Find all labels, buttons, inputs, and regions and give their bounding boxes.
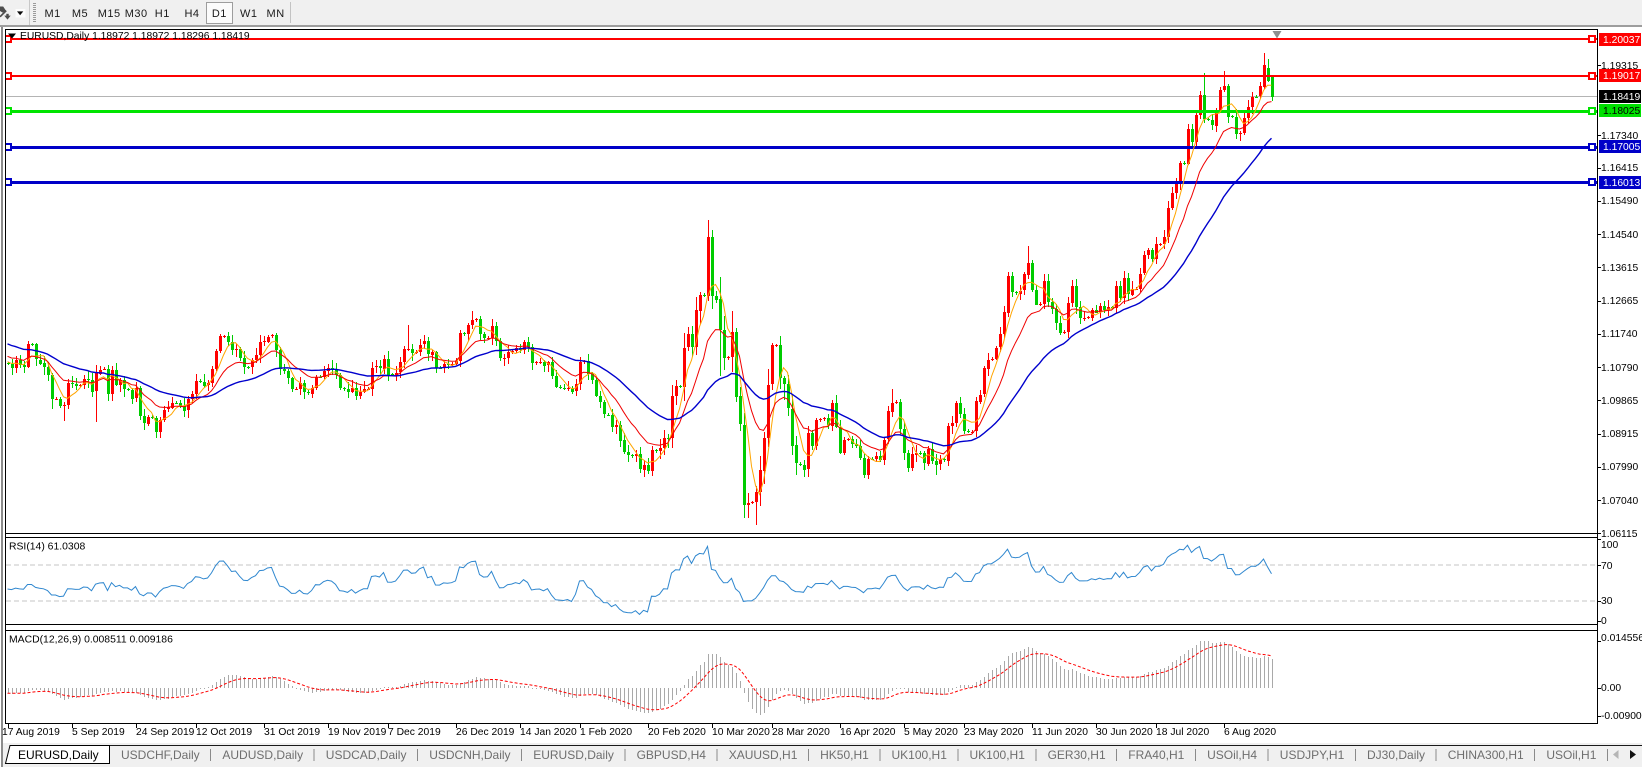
svg-text:1.07990: 1.07990: [1601, 462, 1638, 473]
svg-text:12 Oct 2019: 12 Oct 2019: [196, 727, 252, 738]
svg-text:1.16013: 1.16013: [1603, 178, 1640, 189]
svg-text:1.13615: 1.13615: [1601, 263, 1638, 274]
svg-text:USDCNH,Daily: USDCNH,Daily: [429, 748, 510, 762]
svg-text:16 Apr 2020: 16 Apr 2020: [840, 727, 896, 738]
svg-text:M30: M30: [125, 8, 148, 20]
svg-text:CHINA300,H1: CHINA300,H1: [1448, 748, 1524, 762]
svg-text:XAUUSD,H1: XAUUSD,H1: [729, 748, 798, 762]
svg-text:30: 30: [1601, 596, 1613, 607]
svg-text:20 Feb 2020: 20 Feb 2020: [648, 727, 706, 738]
svg-text:1.16415: 1.16415: [1601, 163, 1638, 174]
svg-text:1.12665: 1.12665: [1601, 296, 1638, 307]
svg-text:1.17005: 1.17005: [1603, 142, 1640, 153]
svg-text:6 Aug 2020: 6 Aug 2020: [1224, 727, 1276, 738]
svg-text:W1: W1: [240, 8, 258, 20]
svg-text:USDJPY,H1: USDJPY,H1: [1280, 748, 1345, 762]
svg-text:1.18419: 1.18419: [1603, 92, 1640, 103]
svg-text:HK50,H1: HK50,H1: [820, 748, 869, 762]
svg-text:EURUSD,Daily: EURUSD,Daily: [533, 748, 614, 762]
svg-text:UK100,H1: UK100,H1: [970, 748, 1026, 762]
svg-text:RSI(14) 61.0308: RSI(14) 61.0308: [9, 542, 85, 553]
svg-text:26 Dec 2019: 26 Dec 2019: [456, 727, 515, 738]
svg-text:H1: H1: [155, 8, 170, 20]
svg-text:28 Mar 2020: 28 Mar 2020: [772, 727, 830, 738]
svg-text:DJ30,Daily: DJ30,Daily: [1367, 748, 1425, 762]
svg-text:MN: MN: [267, 8, 285, 20]
svg-text:1.19017: 1.19017: [1603, 71, 1640, 82]
svg-text:5 Sep 2019: 5 Sep 2019: [72, 727, 125, 738]
svg-text:1.11740: 1.11740: [1601, 329, 1638, 340]
svg-text:100: 100: [1601, 540, 1618, 551]
svg-text:1.15490: 1.15490: [1601, 196, 1638, 207]
svg-text:0.014556: 0.014556: [1601, 633, 1642, 644]
svg-text:M1: M1: [44, 8, 60, 20]
svg-text:1 Feb 2020: 1 Feb 2020: [580, 727, 632, 738]
svg-text:USDCHF,Daily: USDCHF,Daily: [121, 748, 200, 762]
svg-text:17 Aug 2019: 17 Aug 2019: [2, 727, 60, 738]
svg-text:1.07040: 1.07040: [1601, 496, 1638, 507]
svg-text:USOil,H4: USOil,H4: [1207, 748, 1257, 762]
svg-text:USDCAD,Daily: USDCAD,Daily: [326, 748, 407, 762]
svg-text:GER30,H1: GER30,H1: [1048, 748, 1106, 762]
svg-text:1.17340: 1.17340: [1601, 131, 1638, 142]
svg-text:0.00: 0.00: [1601, 683, 1621, 694]
svg-text:EURUSD,Daily: EURUSD,Daily: [18, 748, 99, 762]
svg-text:1.19315: 1.19315: [1601, 61, 1638, 72]
svg-text:1.18025: 1.18025: [1603, 106, 1640, 117]
svg-text:1.10790: 1.10790: [1601, 363, 1638, 374]
svg-text:M15: M15: [98, 8, 121, 20]
svg-text:1.14540: 1.14540: [1601, 230, 1638, 241]
svg-text:UK100,H1: UK100,H1: [892, 748, 948, 762]
svg-text:AUDUSD,Daily: AUDUSD,Daily: [222, 748, 303, 762]
svg-text:1.06115: 1.06115: [1601, 529, 1638, 540]
svg-text:GBPUSD,H4: GBPUSD,H4: [637, 748, 707, 762]
svg-text:USOil,H1: USOil,H1: [1546, 748, 1596, 762]
svg-text:D1: D1: [212, 8, 227, 20]
svg-text:H4: H4: [184, 8, 199, 20]
svg-text:1.08915: 1.08915: [1601, 429, 1638, 440]
svg-text:70: 70: [1601, 561, 1613, 572]
svg-text:MACD(12,26,9) 0.008511 0.00918: MACD(12,26,9) 0.008511 0.009186: [9, 635, 173, 646]
svg-text:EURUSD,Daily 1.18972 1.18972 1: EURUSD,Daily 1.18972 1.18972 1.18296 1.1…: [20, 31, 250, 42]
svg-text:7 Dec 2019: 7 Dec 2019: [388, 727, 441, 738]
svg-text:0: 0: [1601, 616, 1607, 627]
svg-text:30 Jun 2020: 30 Jun 2020: [1096, 727, 1153, 738]
svg-text:10 Mar 2020: 10 Mar 2020: [712, 727, 770, 738]
svg-text:23 May 2020: 23 May 2020: [964, 727, 1024, 738]
svg-text:11 Jun 2020: 11 Jun 2020: [1032, 727, 1088, 738]
svg-text:18 Jul 2020: 18 Jul 2020: [1156, 727, 1210, 738]
svg-text:19 Nov 2019: 19 Nov 2019: [328, 727, 387, 738]
svg-text:1.09865: 1.09865: [1601, 396, 1638, 407]
svg-text:5 May 2020: 5 May 2020: [904, 727, 958, 738]
svg-text:M5: M5: [72, 8, 88, 20]
svg-text:31 Oct 2019: 31 Oct 2019: [264, 727, 320, 738]
svg-text:FRA40,H1: FRA40,H1: [1128, 748, 1184, 762]
svg-text:1.20037: 1.20037: [1603, 35, 1640, 46]
svg-text:24 Sep 2019: 24 Sep 2019: [136, 727, 195, 738]
svg-text:14 Jan 2020: 14 Jan 2020: [520, 727, 577, 738]
